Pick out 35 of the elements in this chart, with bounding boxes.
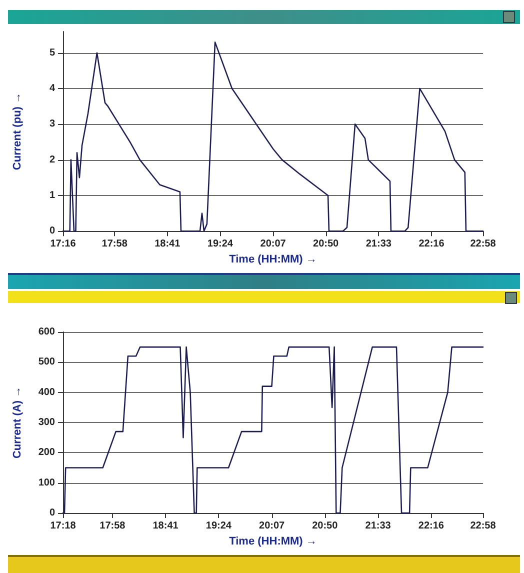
x-tick-label: 21:33 <box>366 238 392 250</box>
y-tick-label: 0 <box>49 508 56 518</box>
y-tick-label: 0 <box>49 226 56 237</box>
y-tick-label: 1 <box>49 190 56 201</box>
x-tick-label: 17:18 <box>50 520 76 532</box>
x-tick-label: 22:16 <box>418 520 444 532</box>
y-tick-label: 300 <box>38 417 56 428</box>
x-tick-label: 20:50 <box>313 238 340 250</box>
y-tick-label: 2 <box>49 154 56 166</box>
x-axis-title: Time (HH:MM) → <box>229 535 317 548</box>
y-axis-title: Current (pu) → <box>12 92 24 170</box>
y-tick-label: 5 <box>49 47 56 58</box>
x-tick-label: 22:58 <box>470 238 496 250</box>
x-tick-label: 20:07 <box>260 238 286 250</box>
y-tick-label: 4 <box>49 83 56 94</box>
x-tick-label: 19:24 <box>207 238 234 250</box>
y-tick-label: 600 <box>38 326 56 338</box>
y-tick-label: 200 <box>38 447 56 458</box>
x-tick-label: 20:07 <box>259 520 286 532</box>
x-tick-label: 22:16 <box>418 238 445 250</box>
y-tick-label: 400 <box>38 386 56 398</box>
y-axis-title: Current (A) → <box>12 386 24 459</box>
x-tick-label: 20:50 <box>312 520 338 532</box>
x-tick-label: 17:58 <box>102 238 128 250</box>
x-tick-label: 17:58 <box>100 520 126 532</box>
x-tick-label: 18:41 <box>154 238 181 250</box>
y-tick-label: 3 <box>49 118 56 130</box>
x-tick-label: 18:41 <box>152 520 179 532</box>
x-tick-label: 22:58 <box>470 520 496 532</box>
x-tick-label: 19:24 <box>206 520 232 532</box>
y-tick-label: 500 <box>38 356 56 368</box>
x-axis-title: Time (HH:MM) → <box>229 254 317 266</box>
x-tick-label: 21:33 <box>365 520 392 532</box>
y-tick-label: 100 <box>38 477 56 488</box>
x-tick-label: 17:16 <box>50 238 76 250</box>
